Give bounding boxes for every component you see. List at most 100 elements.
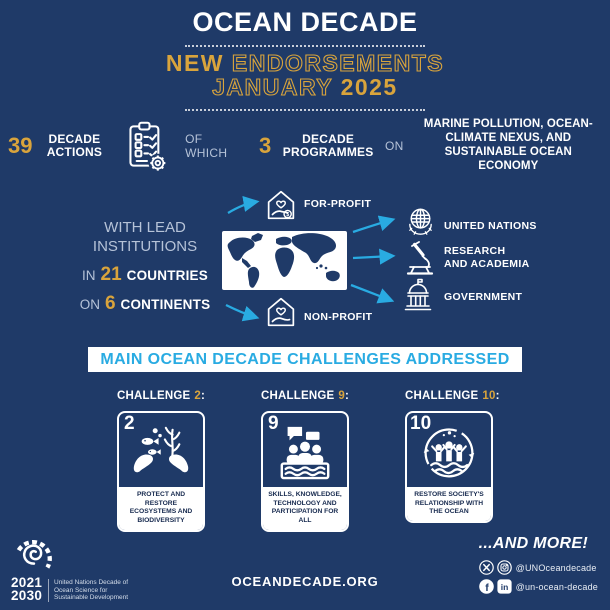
hands-ecosystem-icon	[133, 426, 189, 473]
challenge-2-label: CHALLENGE 2:	[117, 390, 205, 402]
for-profit-house-icon: $	[267, 190, 295, 220]
challenge-9-card-art: 9	[263, 413, 347, 487]
subtitle-january: JANUARY	[212, 74, 333, 101]
challenge-10-description: RESTORE SOCIETY'S RELATIONSHIP WITH THE …	[407, 487, 491, 522]
challenge-9-description: SKILLS, KNOWLEDGE, TECHNOLOGY AND PARTIC…	[263, 487, 347, 530]
handle-un-ocean-decade[interactable]: @un-ocean-decade	[515, 581, 598, 592]
united-nations-icon	[409, 208, 432, 235]
non-profit-label: NON-PROFIT	[304, 311, 373, 323]
header: OCEAN DECADE NEW ENDORSEMENTS JANUARY 20…	[0, 8, 610, 116]
year-start: 2021	[11, 575, 43, 590]
challenge-word: CHALLENGE	[261, 390, 335, 402]
challenge-9-label: CHALLENGE 9:	[261, 390, 349, 402]
stats-row: 39 DECADE ACTIONS OF W	[0, 106, 610, 186]
challenge-2-column: CHALLENGE 2: 2	[117, 386, 205, 532]
website-url[interactable]: OCEANDECADE.ORG	[231, 574, 379, 589]
challenge-word: CHALLENGE	[117, 390, 191, 402]
lead-institutions-diagram: WITH LEAD INSTITUTIONS IN 21 COUNTRIES O…	[0, 185, 610, 347]
on-word: ON	[79, 296, 100, 312]
colon: :	[200, 390, 205, 402]
challenge-9-card: 9	[261, 411, 349, 532]
world-map-icon	[227, 233, 340, 288]
subtitle-line-2: JANUARY 2025	[0, 74, 610, 101]
challenge-2-card: 2	[117, 411, 205, 532]
challenge-2-description: PROTECT AND RESTORE ECOSYSTEMS AND BIODI…	[119, 487, 203, 530]
countries-word: COUNTRIES	[126, 267, 208, 283]
non-profit-node	[262, 292, 300, 332]
challenge-9-column: CHALLENGE 9: 9	[261, 386, 349, 532]
decade-actions-count: 39	[8, 133, 33, 158]
countries-count: 21	[100, 263, 122, 285]
topics-text: MARINE POLLUTION, OCEAN-CLIMATE NEXUS, A…	[423, 118, 593, 172]
un-decade-org-text: United Nations Decade of Ocean Science f…	[48, 579, 142, 602]
people-knowledge-icon	[280, 427, 330, 480]
challenge-word: CHALLENGE	[405, 390, 479, 402]
social-row-top[interactable]: @UNOceandecade	[478, 560, 598, 575]
challenge-2-number: 2	[194, 390, 201, 402]
connector-on: ON	[384, 139, 404, 153]
continents-word: CONTINENTS	[120, 296, 211, 312]
challenge-10-column: CHALLENGE 10: 10	[405, 386, 499, 532]
continents-row: ON 6 CONTINENTS	[70, 293, 220, 315]
challenge-9-number: 9	[338, 390, 345, 402]
challenge-10-badge: 10	[410, 413, 432, 434]
subtitle-year: 2025	[340, 74, 398, 101]
challenge-10-card-art: 10	[407, 413, 491, 487]
ocean-decade-wave-logo	[16, 540, 52, 569]
challenge-10-card: 10	[405, 411, 493, 524]
challenge-2-card-art: 2	[119, 413, 203, 487]
government-building-icon	[404, 278, 432, 311]
non-profit-house-icon	[267, 297, 295, 327]
world-map	[222, 231, 347, 290]
handle-unoceandecade[interactable]: @UNOceandecade	[515, 562, 597, 573]
clipboard-checklist-gear-icon	[129, 121, 168, 173]
social-row-bottom[interactable]: f in @un-ocean-decade	[478, 579, 598, 594]
subtitle-endorsements: ENDORSEMENTS	[231, 50, 445, 77]
facebook-glyph: f	[485, 582, 489, 594]
in-word: IN	[82, 267, 96, 283]
united-nations-node	[403, 205, 438, 240]
challenges-banner-text: MAIN OCEAN DECADE CHALLENGES ADDRESSED	[100, 350, 510, 368]
subtitle-new: NEW	[165, 50, 225, 77]
connector-of-which: OF WHICH	[185, 132, 228, 160]
page-title: OCEAN DECADE	[192, 7, 418, 37]
footer: 2021 2030 United Nations Decade of Ocean…	[0, 528, 610, 610]
subtitle-line-1: NEW ENDORSEMENTS	[0, 50, 610, 77]
challenge-9-badge: 9	[268, 413, 279, 434]
continents-count: 6	[104, 292, 116, 314]
challenge-10-label: CHALLENGE 10:	[405, 390, 500, 402]
lead-institutions-text: WITH LEAD INSTITUTIONS	[92, 219, 198, 255]
for-profit-node: $	[262, 185, 300, 225]
instagram-icon[interactable]	[496, 560, 512, 575]
lead-institutions-block: WITH LEAD INSTITUTIONS IN 21 COUNTRIES O…	[70, 219, 220, 322]
challenges-banner: MAIN OCEAN DECADE CHALLENGES ADDRESSED	[88, 347, 522, 372]
facebook-icon[interactable]: f	[478, 579, 494, 594]
dotted-divider	[185, 45, 425, 48]
research-label: RESEARCH AND ACADEMIA	[444, 245, 530, 271]
x-twitter-icon[interactable]	[478, 560, 494, 575]
countries-row: IN 21 COUNTRIES	[70, 264, 220, 286]
for-profit-label: FOR-PROFIT	[304, 198, 372, 210]
government-label: GOVERNMENT	[444, 291, 523, 303]
decade-years: 2021 2030	[11, 575, 43, 603]
dollar-glyph: $	[286, 212, 289, 218]
research-node	[401, 241, 437, 277]
challenges-section: CHALLENGE 2: 2	[0, 386, 610, 532]
programmes-count: 3	[259, 133, 272, 158]
challenge-2-badge: 2	[124, 413, 135, 434]
linkedin-glyph: in	[500, 582, 508, 592]
linkedin-icon[interactable]: in	[497, 579, 512, 594]
dotted-divider	[185, 109, 425, 112]
and-more-text: ...AND MORE!	[478, 535, 588, 552]
microscope-icon	[406, 241, 434, 275]
decade-actions-label: DECADE ACTIONS	[46, 131, 103, 159]
colon: :	[495, 390, 500, 402]
challenge-10-number: 10	[482, 390, 496, 402]
social-block: @UNOceandecade f in @un-ocean-decade	[478, 560, 598, 594]
society-ocean-icon	[423, 428, 475, 478]
government-node	[400, 277, 436, 313]
united-nations-label: UNITED NATIONS	[444, 220, 537, 232]
year-end: 2030	[11, 587, 43, 603]
programmes-label: DECADE PROGRAMMES	[282, 131, 374, 159]
